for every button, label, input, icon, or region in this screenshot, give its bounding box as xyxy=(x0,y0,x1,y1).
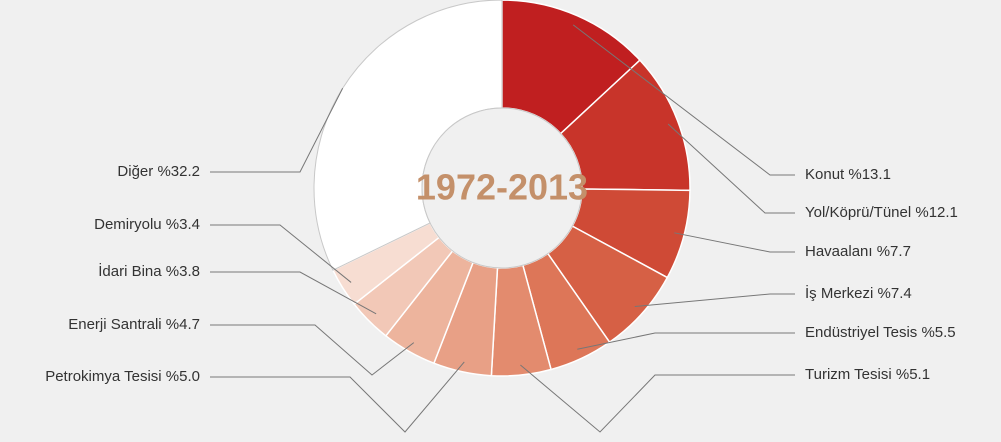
value-label: %3.8 xyxy=(166,263,200,280)
segment-label: Yol/Köprü/Tünel %12.1 xyxy=(805,204,958,221)
leader-line xyxy=(210,361,465,433)
leader-line xyxy=(667,123,795,214)
segment-label: Konut %13.1 xyxy=(805,166,891,183)
category-name: Turizm Tesisi xyxy=(805,366,892,383)
segment-label: Diğer %32.2 xyxy=(117,163,200,180)
category-name: Diğer xyxy=(117,163,153,180)
leader-line xyxy=(210,324,415,376)
donut-hole xyxy=(421,107,583,269)
value-label: %7.4 xyxy=(878,285,912,302)
value-label: %5.0 xyxy=(166,368,200,385)
leader-line xyxy=(577,332,795,350)
category-name: Havaalanı xyxy=(805,243,873,260)
leader-line xyxy=(674,232,795,253)
value-label: %13.1 xyxy=(848,166,891,183)
value-label: %5.1 xyxy=(896,366,930,383)
category-name: Endüstriyel Tesis xyxy=(805,324,917,341)
segment-label: Endüstriyel Tesis %5.5 xyxy=(805,324,956,341)
category-name: Petrokimya Tesisi xyxy=(45,368,161,385)
leader-line xyxy=(210,224,352,283)
segment-label: Enerji Santrali %4.7 xyxy=(68,316,200,333)
category-name: Enerji Santrali xyxy=(68,316,161,333)
category-name: Demiryolu xyxy=(94,216,162,233)
category-name: Yol/Köprü/Tünel xyxy=(805,204,911,221)
leader-line xyxy=(572,24,795,176)
leader-line xyxy=(520,364,795,433)
category-name: Konut xyxy=(805,166,845,183)
leader-line xyxy=(634,293,795,308)
leader-lines xyxy=(210,24,795,433)
category-name: İdari Bina xyxy=(98,262,162,280)
segment-label: Petrokimya Tesisi %5.0 xyxy=(45,368,200,385)
value-label: %3.4 xyxy=(166,216,200,233)
leader-line xyxy=(210,271,377,315)
chart-title: 1972-2013 xyxy=(416,167,588,208)
segment-label: Havaalanı %7.7 xyxy=(805,243,911,260)
leader-line xyxy=(210,88,344,173)
segment-label: Turizm Tesisi %5.1 xyxy=(805,366,930,383)
value-label: %5.5 xyxy=(921,324,955,341)
value-label: %12.1 xyxy=(915,204,958,221)
segment-label: İdari Bina %3.8 xyxy=(98,262,200,280)
segment-label: Demiryolu %3.4 xyxy=(94,216,200,233)
segment-label: İş Merkezi %7.4 xyxy=(805,284,912,302)
category-name: İş Merkezi xyxy=(805,284,873,302)
value-label: %32.2 xyxy=(157,163,200,180)
value-label: %4.7 xyxy=(166,316,200,333)
value-label: %7.7 xyxy=(877,243,911,260)
